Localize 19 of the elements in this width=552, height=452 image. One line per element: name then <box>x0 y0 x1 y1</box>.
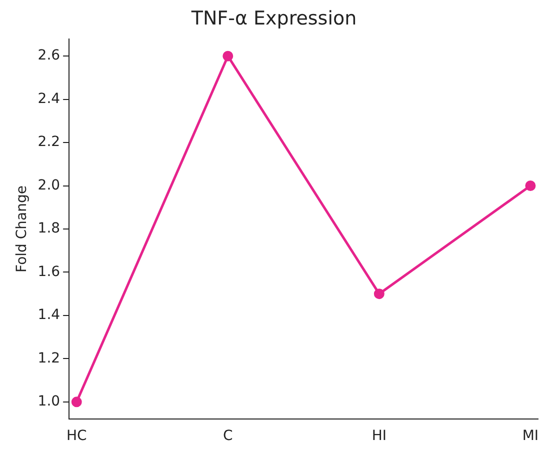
y-tick-label: 2.0 <box>38 177 60 194</box>
point <box>222 50 234 62</box>
point <box>374 288 384 300</box>
x-tick-label: C <box>223 428 234 444</box>
chart-title: TNF-α Expression <box>190 7 357 30</box>
y-tick-label: 1.0 <box>38 394 60 410</box>
x-tick-label: HC <box>66 428 87 444</box>
point <box>71 396 82 408</box>
x-tick-label: MI <box>522 428 539 444</box>
y-tick-label: 2.2 <box>38 134 60 150</box>
y-axis-title: Fold Change <box>14 186 30 272</box>
y-tick-label: 2.6 <box>38 48 60 64</box>
y-tick-label: 1.8 <box>38 220 60 237</box>
x-tick-label: HI <box>372 428 386 444</box>
y-tick-label: 1.4 <box>38 307 60 324</box>
y-tick-label: 1.6 <box>38 264 60 280</box>
y-tick-label: 1.2 <box>38 350 60 366</box>
y-tick-label: 2.4 <box>38 90 60 107</box>
point <box>525 180 536 192</box>
